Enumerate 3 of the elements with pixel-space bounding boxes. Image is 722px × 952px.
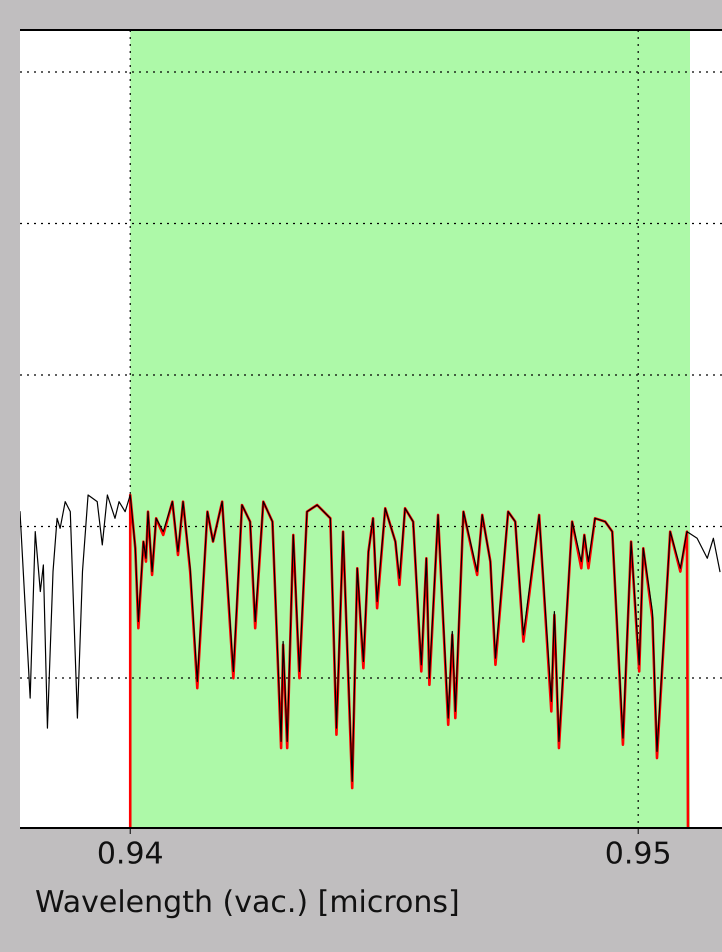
x-tick-label: 0.95 bbox=[604, 836, 672, 872]
x-tick-label: 0.94 bbox=[96, 836, 164, 872]
x-axis-title: Wavelength (vac.) [microns] bbox=[35, 885, 460, 920]
